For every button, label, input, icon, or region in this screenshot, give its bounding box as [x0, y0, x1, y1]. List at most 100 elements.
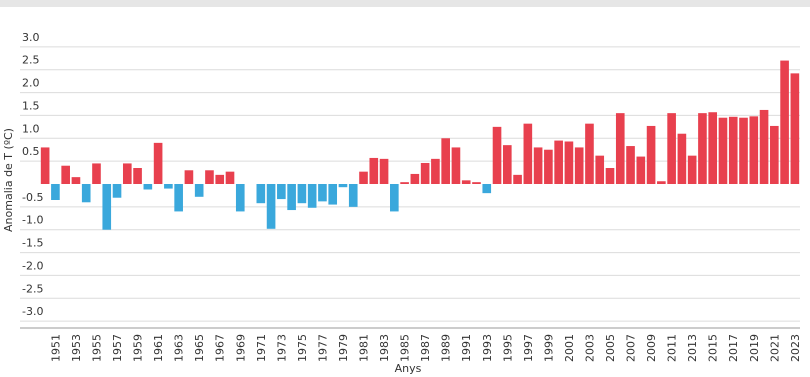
bar — [492, 126, 502, 184]
bar — [277, 184, 286, 200]
bar — [174, 184, 183, 212]
bar — [205, 170, 214, 184]
x-tick-label: 2011 — [666, 334, 679, 362]
bar — [595, 155, 605, 184]
bar — [461, 180, 471, 184]
y-tick-label: 1.5 — [22, 99, 40, 112]
bar — [523, 123, 533, 184]
x-tick-label: 1961 — [152, 334, 165, 362]
bar — [410, 173, 420, 184]
bar — [636, 156, 646, 184]
bar — [225, 171, 235, 184]
x-tick-label: 1963 — [173, 334, 186, 362]
bar — [451, 147, 461, 184]
bar — [544, 149, 553, 184]
bar — [266, 184, 276, 229]
bar — [102, 184, 112, 230]
bar — [770, 125, 779, 184]
bar — [698, 113, 707, 184]
bar — [667, 113, 676, 184]
bar — [164, 184, 173, 189]
bar — [687, 155, 697, 184]
bar — [359, 171, 368, 184]
x-tick-label: 1959 — [132, 334, 145, 362]
bar — [379, 158, 389, 184]
bar — [215, 174, 225, 184]
bar — [71, 177, 81, 184]
x-tick-label: 1991 — [460, 334, 473, 362]
bar — [739, 117, 748, 184]
bar — [533, 147, 543, 184]
bar — [390, 184, 399, 212]
y-tick-label: -2.5 — [22, 282, 43, 295]
bar — [112, 184, 122, 198]
bar — [441, 138, 450, 184]
x-tick-label: 1951 — [49, 334, 62, 362]
bar — [81, 184, 91, 203]
y-tick-label: 2.0 — [22, 77, 40, 90]
x-tick-label: 1989 — [440, 334, 453, 362]
y-tick-label: -3.0 — [22, 305, 43, 318]
bar — [194, 184, 204, 197]
x-tick-label: 2003 — [583, 334, 596, 362]
bar — [51, 184, 60, 200]
x-tick-label: 1997 — [522, 334, 535, 362]
bar — [564, 141, 574, 184]
x-tick-label: 1993 — [481, 334, 494, 362]
bar — [513, 174, 522, 184]
bar — [780, 60, 789, 185]
bar — [626, 146, 635, 184]
bar — [718, 117, 728, 184]
y-tick-label: -2.0 — [22, 259, 43, 272]
bar — [759, 109, 769, 184]
x-tick-label: 1979 — [337, 334, 350, 362]
bar — [184, 170, 194, 184]
bar — [657, 181, 666, 184]
y-axis-title: Anomalia de T (ºC) — [2, 128, 15, 232]
bar — [307, 184, 317, 208]
bar — [40, 147, 50, 184]
x-tick-label: 2001 — [563, 334, 576, 362]
bar — [133, 168, 142, 184]
bar — [431, 158, 440, 184]
header-strip — [0, 0, 810, 7]
x-tick-label: 1953 — [70, 334, 83, 362]
bar — [728, 116, 738, 184]
x-tick-label: 2005 — [604, 334, 617, 362]
x-tick-label: 1975 — [296, 334, 309, 362]
x-tick-label: 1955 — [90, 334, 103, 362]
x-tick-label: 2009 — [645, 334, 658, 362]
bar — [574, 147, 584, 184]
x-tick-label: 1973 — [275, 334, 288, 362]
bar — [256, 184, 266, 204]
bar — [92, 163, 101, 184]
bar — [122, 163, 132, 184]
x-tick-label: 1971 — [255, 334, 268, 362]
y-tick-label: 0.5 — [22, 145, 40, 158]
bar — [338, 184, 348, 188]
y-tick-label: -1.0 — [22, 214, 43, 227]
x-axis-title: Anys — [395, 362, 422, 375]
bar — [749, 116, 759, 184]
x-tick-label: 1987 — [419, 334, 432, 362]
bar — [605, 168, 615, 184]
bar — [153, 142, 163, 184]
x-tick-label: 2019 — [748, 334, 761, 362]
x-tick-label: 2013 — [686, 334, 699, 362]
bar — [318, 184, 327, 202]
x-tick-label: 1983 — [378, 334, 391, 362]
bar — [420, 162, 430, 184]
y-tick-label: -1.5 — [22, 237, 43, 250]
x-tick-label: 2017 — [727, 334, 740, 362]
x-tick-label: 1957 — [111, 334, 124, 362]
y-tick-label: 2.5 — [22, 54, 40, 67]
y-tick-label: 1.0 — [22, 122, 40, 135]
bar — [790, 73, 800, 184]
x-tick-label: 1977 — [316, 334, 329, 362]
bar — [482, 184, 492, 194]
y-tick-label: 3.0 — [22, 31, 40, 44]
bar — [287, 184, 296, 211]
bar — [554, 140, 563, 184]
x-tick-label: 1981 — [358, 334, 371, 362]
bar — [235, 184, 245, 212]
